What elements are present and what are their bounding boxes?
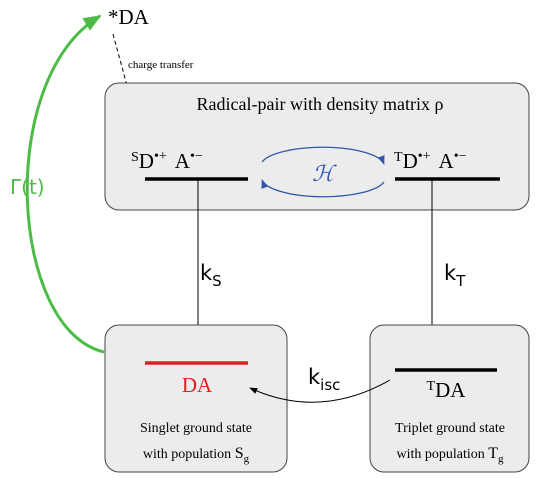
return-rate: Γ(t) [10,175,45,199]
singlet-ground-label: DA [182,373,213,397]
singlet-ground-line2: with population Sg [143,445,250,465]
charge-transfer-label: charge transfer [128,59,194,71]
hamiltonian-arrow-bottom [261,179,385,198]
return-arrow [25,14,105,354]
triplet-ground-line2: with population Tg [396,445,504,465]
molecule: *DA [108,5,150,29]
singlet-rate: kS [200,261,222,290]
singlet-ground-line1: Singlet ground state [140,421,252,436]
hamiltonian-arrow-top [261,146,385,165]
hamiltonian: ℋ [312,161,337,186]
triplet-ground-label: TDA [427,378,467,402]
triplet-pair-label: TD•+ A•− [394,149,467,173]
triplet-ground-line1: Triplet ground state [395,421,505,436]
singlet-pair-label: SD•+ A•− [131,149,203,173]
triplet-ground-box [369,324,530,473]
isc-rate: kisc [308,365,340,394]
radical-pair-title: Radical-pair with density matrix ρ [197,94,444,114]
triplet-rate: kT [444,261,466,290]
isc-arrow [249,379,391,403]
